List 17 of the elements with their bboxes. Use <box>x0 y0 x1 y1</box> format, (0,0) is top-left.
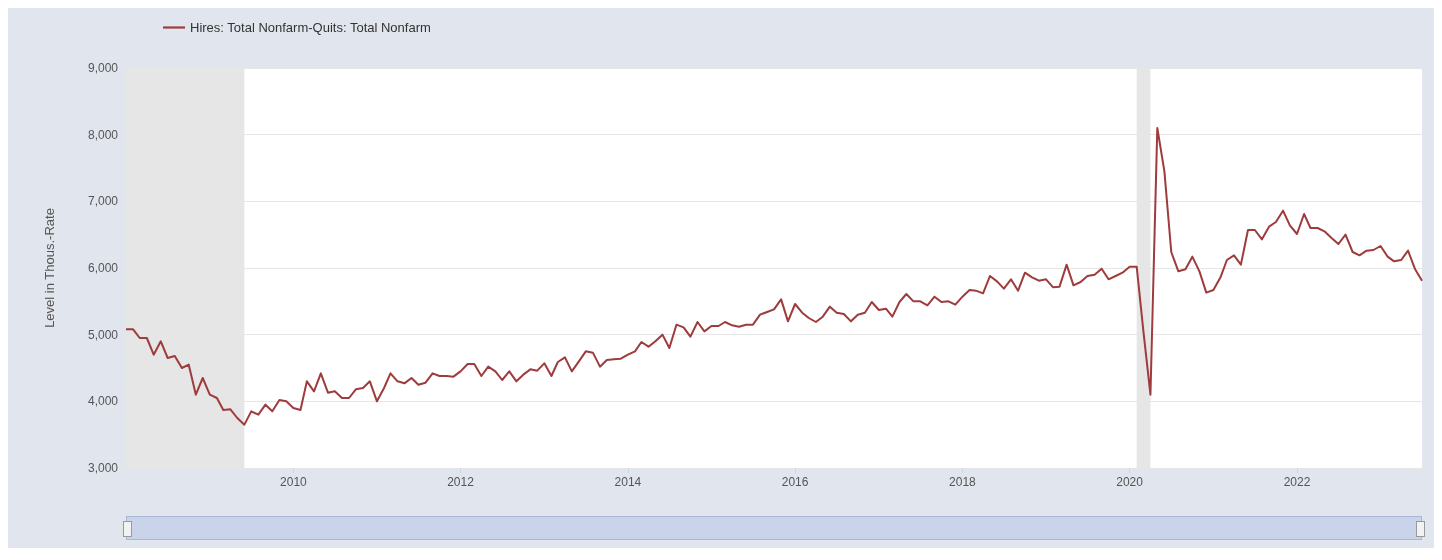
y-tick-label: 3,000 <box>87 461 119 475</box>
x-tick-label: 2022 <box>1283 475 1311 489</box>
legend-label: Hires: Total Nonfarm-Quits: Total Nonfarm <box>190 20 431 35</box>
x-tick-label: 2018 <box>949 475 977 489</box>
y-tick-label: 5,000 <box>87 327 119 342</box>
line-series <box>125 127 1423 426</box>
x-tick-label: 2014 <box>614 475 642 489</box>
y-tick-label: 6,000 <box>87 261 119 275</box>
x-tick-label: 2010 <box>280 475 308 489</box>
x-tick-label: 2020 <box>1116 475 1144 489</box>
x-tick-label: 2012 <box>447 475 475 489</box>
y-tick-label: 7,000 <box>87 194 119 209</box>
y-tick-label: 4,000 <box>87 394 119 409</box>
y-axis-title: Level in Thous.-Rate <box>42 208 57 328</box>
x-tick-label: 2016 <box>781 475 809 489</box>
y-tick-label: 9,000 <box>87 61 119 75</box>
y-tick-label: 8,000 <box>87 127 119 142</box>
